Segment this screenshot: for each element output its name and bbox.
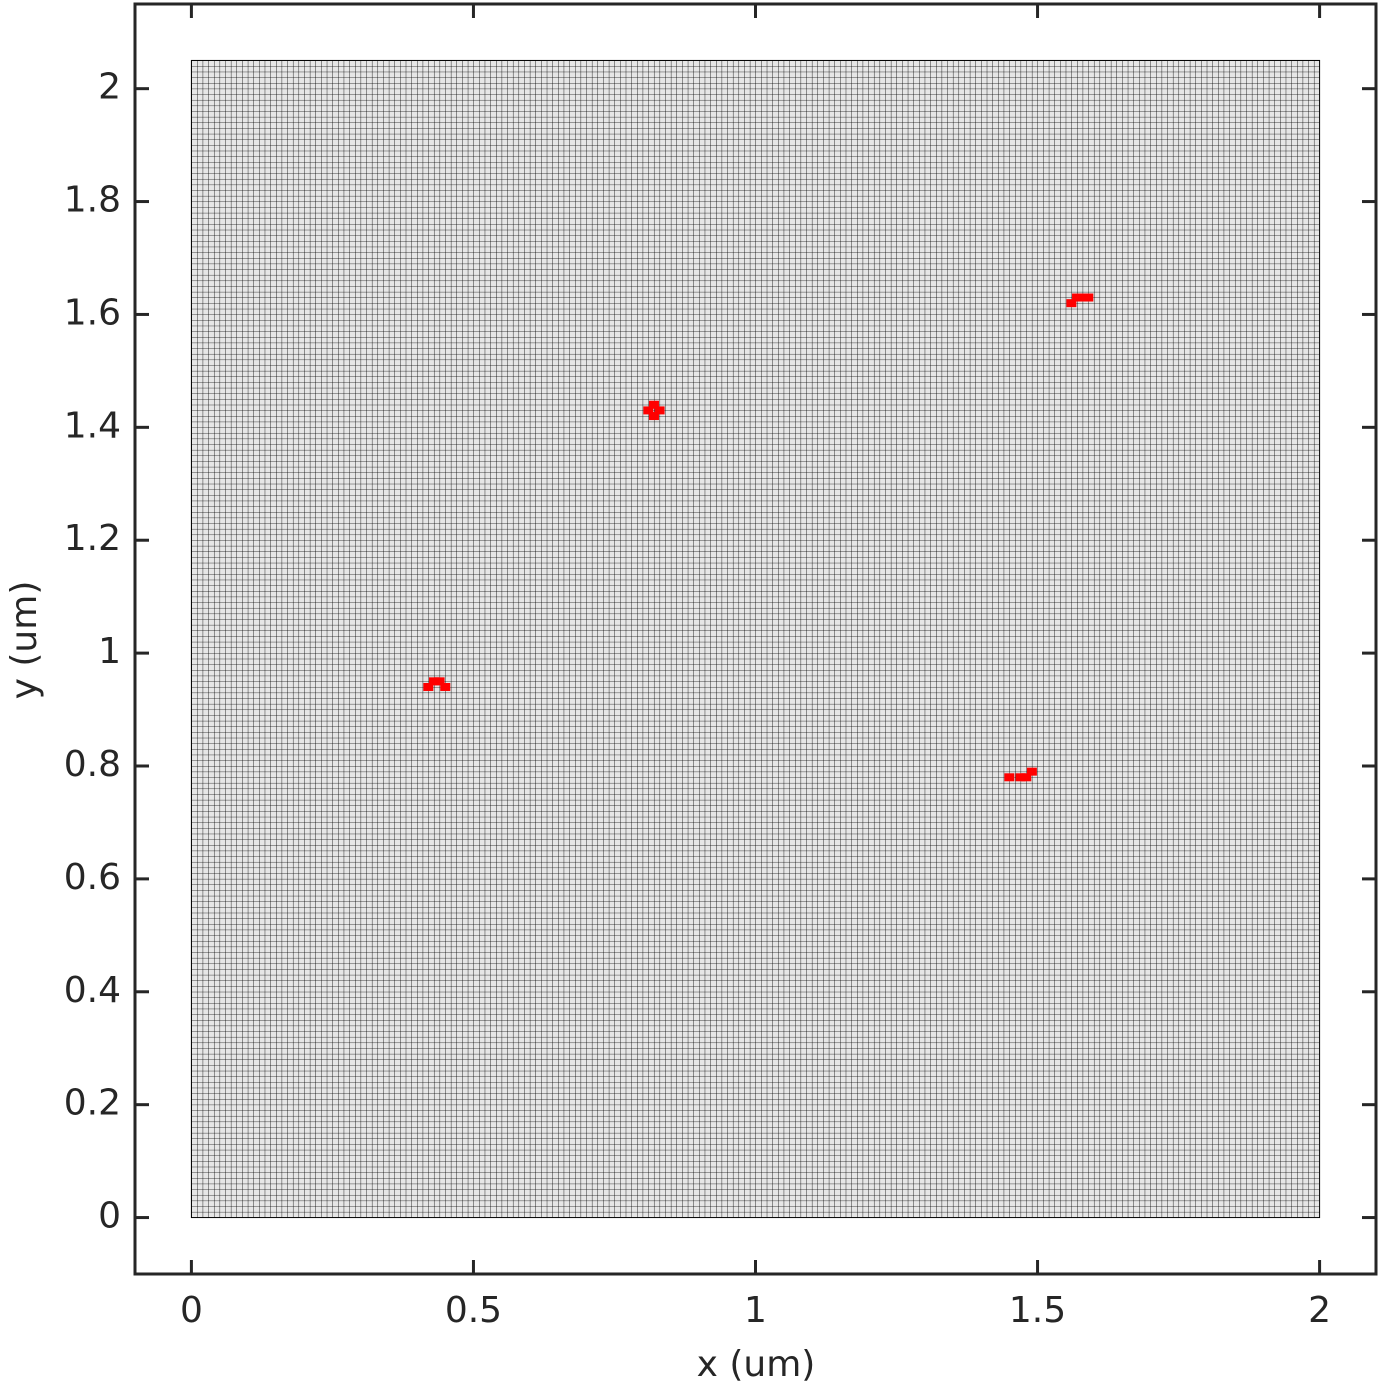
point <box>648 400 659 409</box>
y-tick-label: 1.2 <box>64 518 121 559</box>
y-tick-label: 1 <box>98 631 121 672</box>
point <box>423 682 434 691</box>
point <box>1015 773 1026 782</box>
y-tick-label: 0 <box>98 1196 121 1237</box>
point <box>1021 773 1032 782</box>
y-tick-label: 0.4 <box>64 970 121 1011</box>
point <box>428 677 439 686</box>
point <box>1077 293 1088 302</box>
x-axis-label: x (um) <box>697 1344 816 1385</box>
x-tick-label: 1.5 <box>1009 1290 1066 1331</box>
point <box>643 406 654 415</box>
point <box>434 677 445 686</box>
mesh <box>190 59 1321 1219</box>
y-tick-label: 2 <box>98 67 121 108</box>
point <box>1066 299 1077 308</box>
x-tick-label: 0 <box>180 1290 203 1331</box>
x-tick-label: 1 <box>744 1290 767 1331</box>
point <box>1004 773 1015 782</box>
point <box>648 412 659 421</box>
point <box>654 406 665 415</box>
y-tick-label: 1.8 <box>64 180 121 221</box>
point <box>1083 293 1094 302</box>
y-tick-label: 1.6 <box>64 292 121 333</box>
x-tick-label: 2 <box>1308 1290 1331 1331</box>
x-tick-label: 0.5 <box>445 1290 502 1331</box>
y-tick-label: 0.2 <box>64 1083 121 1124</box>
point <box>440 682 451 691</box>
y-tick-label: 0.6 <box>64 857 121 898</box>
point <box>1026 767 1037 776</box>
point <box>1072 293 1083 302</box>
y-axis-label: y (um) <box>4 581 45 700</box>
y-tick-label: 0.8 <box>64 744 121 785</box>
y-tick-label: 1.4 <box>64 405 121 446</box>
